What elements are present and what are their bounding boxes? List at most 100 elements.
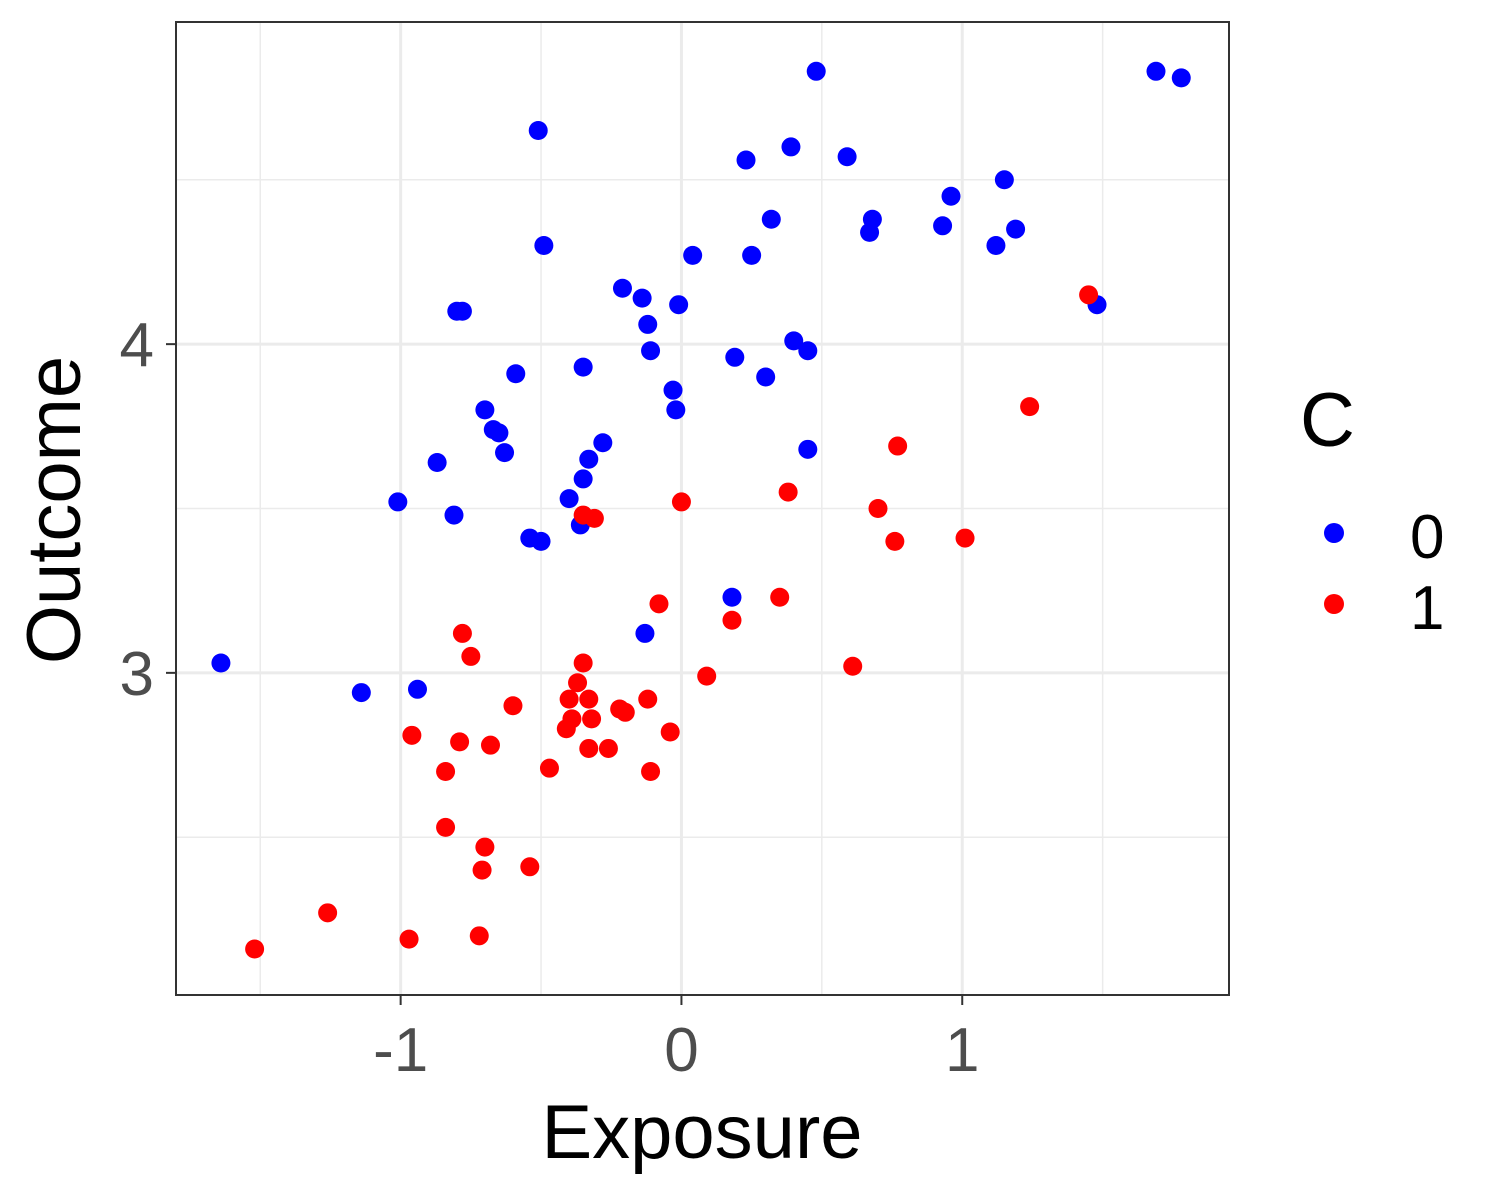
data-point-c0 <box>722 587 742 607</box>
data-point-c0 <box>781 137 801 157</box>
data-point-c0 <box>534 236 554 256</box>
data-point-c1 <box>722 610 742 630</box>
data-point-c0 <box>736 150 756 170</box>
data-point-c1 <box>1079 285 1099 305</box>
y-tick-label: 4 <box>120 311 154 380</box>
data-point-c0 <box>725 347 745 367</box>
data-point-c0 <box>798 341 818 361</box>
data-point-c0 <box>573 469 593 489</box>
axes: -1 0 1 3 4 <box>120 311 980 1085</box>
data-point-c1 <box>480 735 500 755</box>
x-axis-title: Exposure <box>541 1090 862 1175</box>
data-point-c0 <box>638 314 658 334</box>
data-point-c1 <box>584 508 604 528</box>
data-point-c0 <box>837 147 857 167</box>
data-point-c0 <box>632 288 652 308</box>
data-point-c1 <box>888 436 908 456</box>
data-point-c1 <box>318 903 338 923</box>
data-point-c0 <box>994 170 1014 190</box>
data-point-c1 <box>436 761 456 781</box>
data-point-c0 <box>669 295 689 315</box>
data-point-c0 <box>531 531 551 551</box>
data-point-c0 <box>573 357 593 377</box>
data-point-c1 <box>671 492 691 512</box>
data-point-c0 <box>559 489 579 509</box>
data-point-c1 <box>245 939 265 959</box>
data-point-c1 <box>402 725 422 745</box>
data-point-c1 <box>450 732 470 752</box>
data-point-c0 <box>1146 61 1166 81</box>
data-point-c0 <box>612 278 632 298</box>
data-point-c1 <box>582 709 602 729</box>
data-point-c0 <box>1171 68 1191 88</box>
data-point-c0 <box>641 341 661 361</box>
data-point-c1 <box>520 857 540 877</box>
data-point-c0 <box>742 245 762 265</box>
data-point-c0 <box>528 120 548 140</box>
data-point-c1 <box>568 673 588 693</box>
data-point-c1 <box>556 719 576 739</box>
data-point-c1 <box>475 837 495 857</box>
data-point-c0 <box>407 679 427 699</box>
x-tick-label: 0 <box>664 1016 698 1085</box>
data-point-c1 <box>503 696 523 716</box>
data-point-c0 <box>211 653 231 673</box>
data-point-c0 <box>806 61 826 81</box>
data-point-c0 <box>986 236 1006 256</box>
data-point-c0 <box>475 400 495 420</box>
data-point-c0 <box>784 331 804 351</box>
data-point-c1 <box>573 653 593 673</box>
data-point-c0 <box>941 186 961 206</box>
data-point-c0 <box>1006 219 1026 239</box>
legend-label-0: 0 <box>1410 503 1444 572</box>
data-point-c1 <box>469 926 489 946</box>
data-point-c0 <box>579 449 599 469</box>
data-point-c1 <box>697 666 717 686</box>
data-point-c1 <box>1020 397 1040 417</box>
data-point-c0 <box>860 222 880 242</box>
data-point-c1 <box>885 531 905 551</box>
data-point-c1 <box>579 689 599 709</box>
data-point-c1 <box>472 860 492 880</box>
y-tick-label: 3 <box>120 640 154 709</box>
data-point-c1 <box>559 689 579 709</box>
data-point-c0 <box>452 301 472 321</box>
data-point-c1 <box>579 738 599 758</box>
data-point-c1 <box>843 656 863 676</box>
x-tick-label: 1 <box>945 1016 979 1085</box>
x-tick-label: -1 <box>373 1016 428 1085</box>
legend-key-0 <box>1324 523 1344 543</box>
data-point-c0 <box>683 245 703 265</box>
data-point-c0 <box>427 452 447 472</box>
data-point-c1 <box>955 528 975 548</box>
data-points <box>211 61 1191 959</box>
data-point-c1 <box>868 499 888 518</box>
data-point-c0 <box>593 433 613 453</box>
panel-border <box>175 21 1230 996</box>
data-point-c1 <box>615 702 635 722</box>
data-point-c1 <box>461 646 481 666</box>
data-point-c0 <box>666 400 686 420</box>
data-point-c0 <box>663 380 683 400</box>
grid <box>176 22 1229 995</box>
data-point-c0 <box>798 439 818 459</box>
data-point-c0 <box>506 364 526 384</box>
data-point-c1 <box>436 817 456 837</box>
data-point-c1 <box>649 594 669 614</box>
data-point-c0 <box>635 623 655 643</box>
data-point-c1 <box>778 482 798 502</box>
data-point-c0 <box>756 367 776 387</box>
legend: C 0 1 <box>1300 378 1444 643</box>
data-point-c1 <box>452 623 472 643</box>
data-point-c1 <box>399 929 419 949</box>
data-point-c1 <box>539 758 559 778</box>
data-point-c0 <box>761 209 781 229</box>
legend-key-1 <box>1324 594 1344 614</box>
legend-title: C <box>1300 378 1355 463</box>
y-axis-title: Outcome <box>12 356 97 664</box>
data-point-c0 <box>495 443 515 463</box>
data-point-c0 <box>351 683 371 703</box>
data-point-c0 <box>489 423 509 443</box>
data-point-c1 <box>641 761 661 781</box>
